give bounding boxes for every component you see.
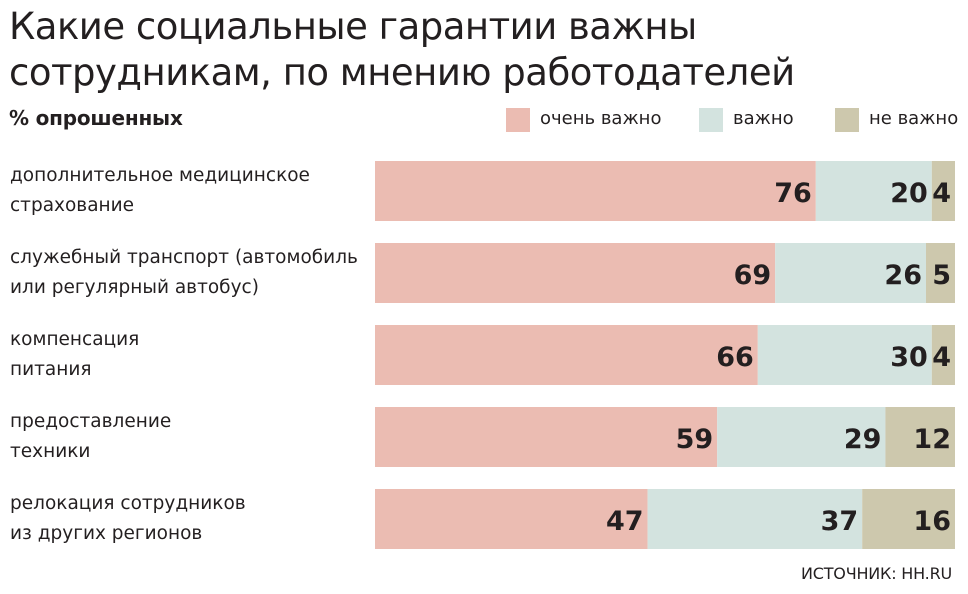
bar-value-label-not-important-5: 16	[913, 506, 951, 537]
bar-segment-important-1	[815, 161, 932, 221]
bar-segment-not-important-1	[931, 161, 955, 221]
bar-value-label-not-important-4: 12	[913, 424, 951, 455]
bar-segment-very-important-1	[375, 161, 816, 221]
category-label-medical-insurance: дополнительное медицинское страхование	[10, 165, 310, 216]
bar-segment-very-important-5	[375, 489, 648, 549]
bar-value-label-very-important-3: 66	[716, 342, 754, 373]
bar-value-label-important-1: 20	[890, 178, 928, 209]
bar-value-label-very-important-2: 69	[734, 260, 772, 291]
bar-segment-important-2	[775, 243, 926, 303]
bar-value-label-very-important-5: 47	[606, 506, 644, 537]
bar-segment-important-4	[717, 407, 886, 467]
bar-value-label-important-3: 30	[890, 342, 928, 373]
legend-label-not-important: не важно	[869, 108, 959, 129]
legend-label-very-important: очень важно	[540, 108, 662, 129]
bar-segment-not-important-4	[885, 407, 955, 467]
chart-title: Какие социальные гарантии важны сотрудни…	[9, 5, 795, 94]
chart-subtitle: % опрошенных	[9, 106, 183, 130]
bar-value-label-important-5: 37	[821, 506, 859, 537]
bar-value-label-not-important-3: 4	[932, 342, 951, 373]
category-label-relocation: релокация сотрудников из других регионов	[10, 493, 246, 544]
legend-swatch-important	[699, 108, 723, 132]
bar-segment-not-important-2	[926, 243, 955, 303]
bar-segment-not-important-5	[862, 489, 955, 549]
category-label-transport: служебный транспорт (автомобиль или регу…	[10, 247, 358, 298]
category-label-equipment: предоставление техники	[10, 411, 172, 462]
bar-value-label-very-important-1: 76	[774, 178, 812, 209]
bar-value-label-not-important-1: 4	[932, 178, 951, 209]
bar-value-label-important-4: 29	[844, 424, 882, 455]
legend-swatch-not-important	[835, 108, 859, 132]
bar-segment-very-important-2	[375, 243, 776, 303]
bar-value-label-very-important-4: 59	[676, 424, 714, 455]
legend-swatch-very-important	[506, 108, 530, 132]
bar-segment-very-important-4	[375, 407, 718, 467]
bar-segment-very-important-3	[375, 325, 758, 385]
bar-segment-not-important-3	[931, 325, 955, 385]
category-label-meal-compensation: компенсация питания	[10, 329, 140, 380]
bar-value-label-not-important-2: 5	[932, 260, 951, 291]
bar-value-label-important-2: 26	[884, 260, 922, 291]
source-note: ИСТОЧНИК: HH.RU	[800, 564, 952, 583]
bar-segment-important-3	[757, 325, 932, 385]
bar-segment-important-5	[647, 489, 863, 549]
legend-label-important: важно	[733, 108, 794, 129]
